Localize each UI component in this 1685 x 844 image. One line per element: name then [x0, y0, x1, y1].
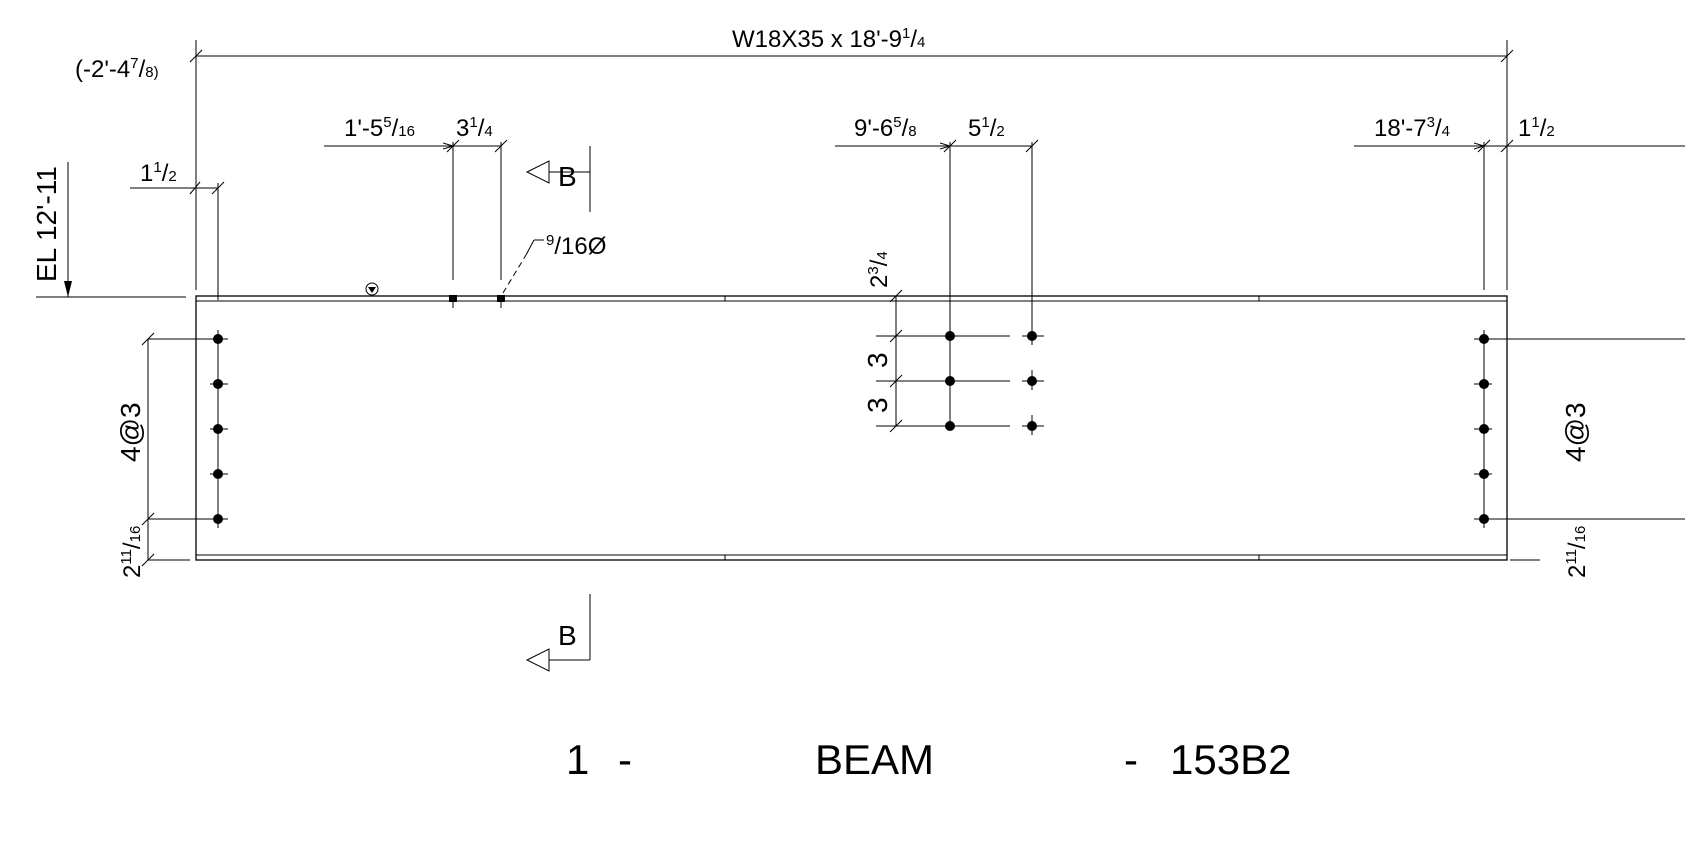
piece-mark-label: 153B2	[1170, 736, 1291, 783]
bolt-hole	[213, 469, 223, 479]
left-bottom-edge-label: 211/16	[118, 526, 146, 578]
work-point-symbol	[365, 282, 379, 296]
bolt-hole	[1479, 514, 1489, 524]
bolt-hole	[1479, 379, 1489, 389]
bolt-hole	[1479, 469, 1489, 479]
section-cut-bottom: B	[525, 594, 591, 672]
offset-label: (-2'-47/8)	[75, 55, 159, 83]
right-bolt-pattern-dimension: 4@3 211/16	[1510, 402, 1591, 578]
hole1-position-label: 1'-55/16	[344, 114, 415, 142]
bolt-hole	[213, 514, 223, 524]
bolt-hole	[945, 421, 955, 431]
hole-diameter-label: 9/16Ø	[546, 232, 606, 260]
mid-spacing-label: 51/2	[968, 114, 1005, 142]
left-edge-label: 11/2	[140, 159, 177, 187]
bolt-hole	[1479, 334, 1489, 344]
bolt-hole	[213, 424, 223, 434]
right-edge-label: 11/2	[1518, 114, 1555, 142]
bolt-hole	[945, 376, 955, 386]
bolt-hole	[1027, 421, 1037, 431]
mid-position-dimension: 9'-65/8 51/2	[835, 114, 1039, 153]
right-position-label: 18'-73/4	[1374, 114, 1450, 142]
mid-vertical-dimension: 23/4 3 3	[862, 251, 903, 433]
bolt-hole	[213, 334, 223, 344]
bolt-hole	[213, 379, 223, 389]
top-flange-holes: 1'-55/16 31/4 9/16Ø	[324, 114, 606, 308]
mid-position-label: 9'-65/8	[854, 114, 917, 142]
member-size-label: W18X35 x 18'-91/4	[732, 25, 925, 53]
bolt-hole	[1027, 331, 1037, 341]
bolt-hole	[945, 331, 955, 341]
bolt-hole	[1027, 376, 1037, 386]
flange-hole	[497, 295, 505, 302]
description-label: BEAM	[815, 736, 934, 783]
left-edge-dimension: 11/2	[130, 159, 225, 195]
hole-spacing-label: 31/4	[456, 114, 493, 142]
beam-elevation	[195, 295, 1508, 561]
section-cut-top: B	[525, 146, 591, 212]
left-connection-bolts	[210, 183, 228, 528]
mid-connection-bolts	[876, 142, 1044, 435]
flange-hole	[449, 295, 457, 302]
overall-length-dimension: W18X35 x 18'-91/4	[189, 25, 1514, 290]
section-label-top: B	[558, 161, 577, 192]
quantity-label: 1	[566, 736, 589, 783]
right-bottom-edge-label: 211/16	[1563, 526, 1591, 578]
section-label-bottom: B	[558, 620, 577, 651]
right-bolt-pattern-label: 4@3	[1560, 402, 1591, 462]
mid-gauge-label-1: 3	[862, 352, 893, 368]
title-separator: -	[1124, 736, 1138, 783]
right-position-dimension: 18'-73/4 11/2	[1354, 114, 1685, 153]
right-connection-bolts	[1474, 142, 1685, 528]
left-bolt-pattern-label: 4@3	[115, 402, 146, 462]
elevation-label: EL 12'-11	[31, 166, 62, 282]
mid-top-edge-label: 23/4	[865, 251, 893, 288]
mid-gauge-label-2: 3	[862, 397, 893, 413]
elevation-marker: EL 12'-11	[31, 162, 186, 298]
left-bolt-pattern-dimension: 4@3 211/16	[115, 332, 210, 578]
title-separator: -	[618, 736, 632, 783]
piece-mark-title: 1 - BEAM - 153B2	[566, 736, 1291, 783]
bolt-hole	[1479, 424, 1489, 434]
